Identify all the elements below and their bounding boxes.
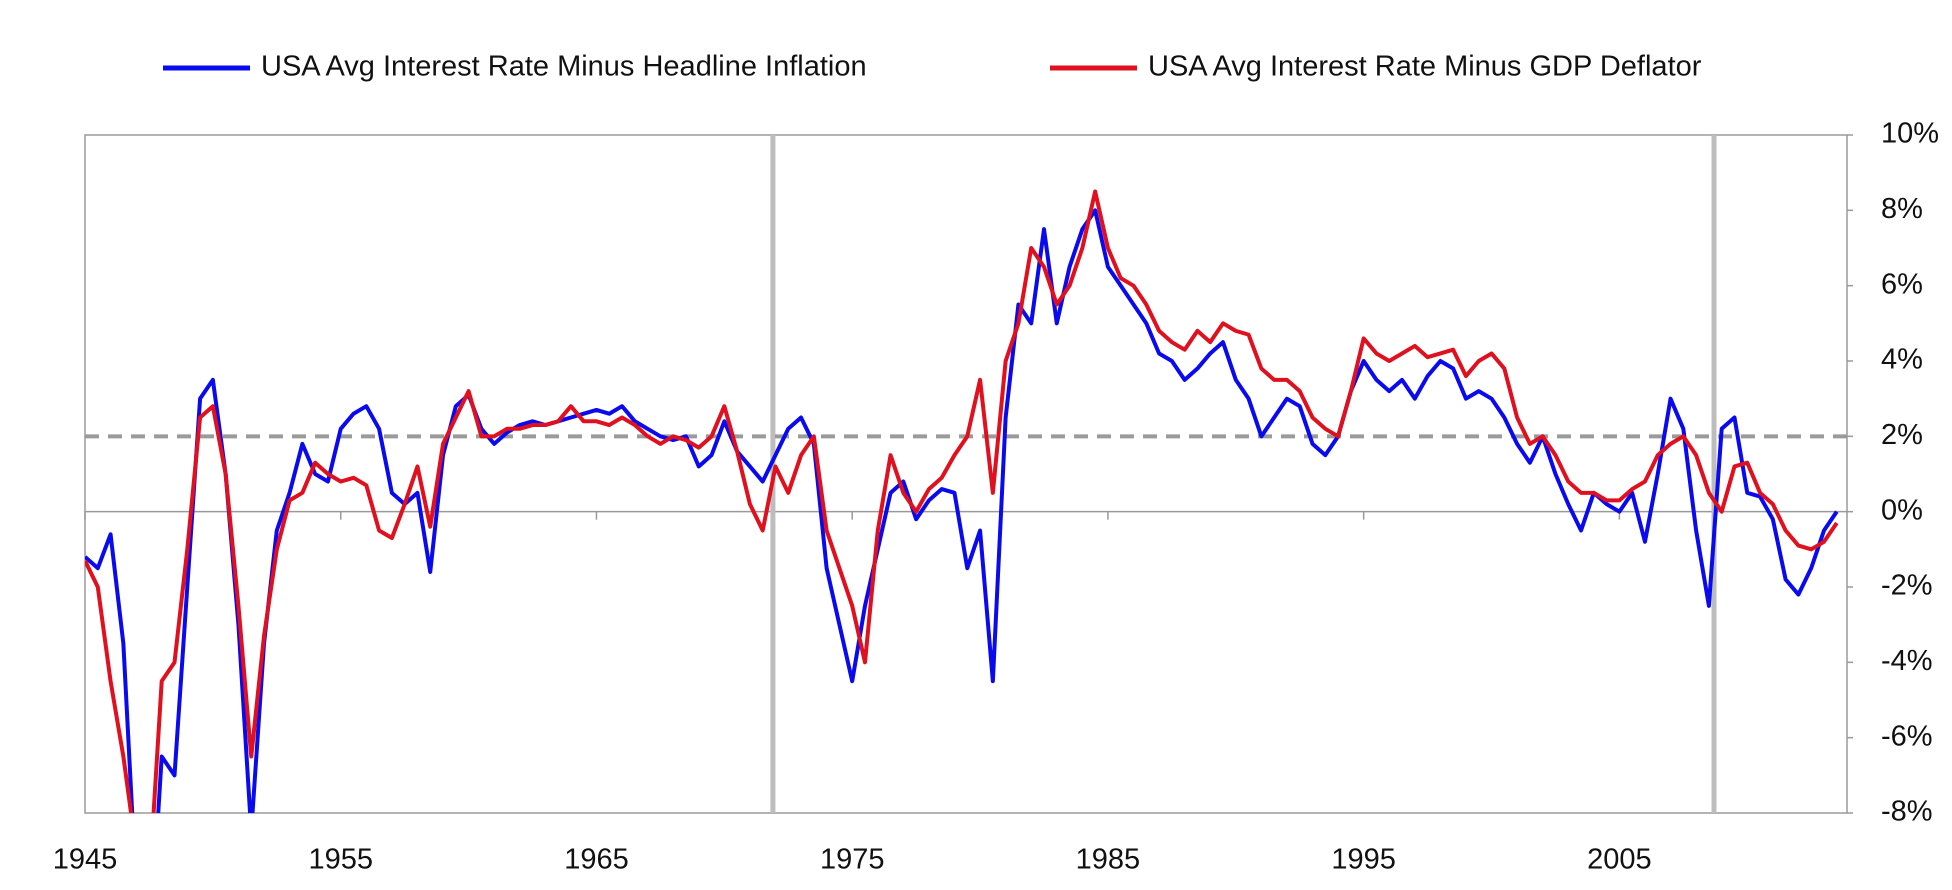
series-line bbox=[85, 189, 1839, 813]
x-tick-label: 1965 bbox=[564, 844, 629, 876]
y-tick-label: -2% bbox=[1881, 570, 1933, 602]
x-tick-label: 1985 bbox=[1076, 844, 1141, 876]
y-tick-label: 6% bbox=[1881, 268, 1923, 300]
plot-area bbox=[85, 189, 1839, 813]
y-tick-label: 10% bbox=[1881, 118, 1939, 150]
series-line bbox=[85, 208, 1839, 813]
x-tick-label: 1945 bbox=[53, 844, 118, 876]
legend-label: USA Avg Interest Rate Minus Headline Inf… bbox=[261, 51, 867, 83]
legend: USA Avg Interest Rate Minus Headline Inf… bbox=[163, 51, 1702, 83]
y-tick-label: 0% bbox=[1881, 494, 1923, 526]
y-tick-label: 2% bbox=[1881, 419, 1923, 451]
y-tick-label: -8% bbox=[1881, 796, 1933, 828]
x-tick-label: 1955 bbox=[308, 844, 373, 876]
y-tick-label: 8% bbox=[1881, 193, 1923, 225]
x-tick-label: 1995 bbox=[1331, 844, 1396, 876]
x-tick-label: 1975 bbox=[820, 844, 885, 876]
y-tick-label: 4% bbox=[1881, 344, 1923, 376]
y-tick-label: -6% bbox=[1881, 720, 1933, 752]
x-tick-label: 2005 bbox=[1587, 844, 1652, 876]
y-tick-label: -4% bbox=[1881, 645, 1933, 677]
legend-label: USA Avg Interest Rate Minus GDP Deflator bbox=[1148, 51, 1702, 83]
plot-frame bbox=[84, 134, 1848, 814]
